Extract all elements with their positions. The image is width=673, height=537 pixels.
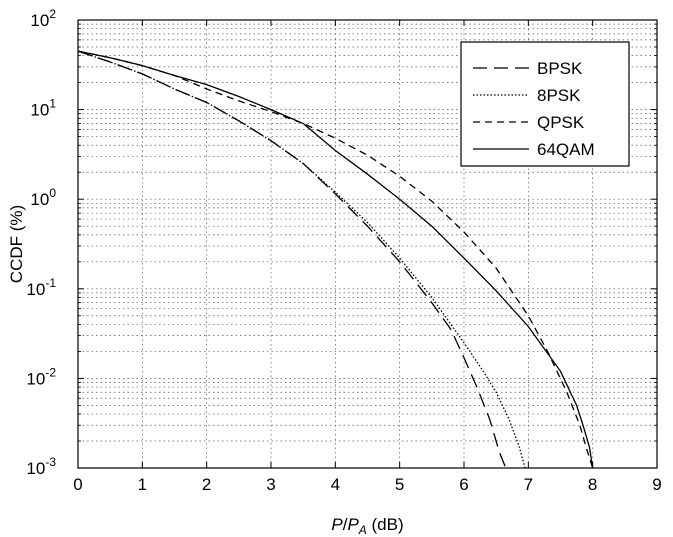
x-tick-label: 7 bbox=[524, 475, 533, 494]
y-tick-exponent: -2 bbox=[45, 365, 56, 379]
y-tick-label: 10-1 bbox=[26, 276, 56, 299]
y-tick-base: 10 bbox=[26, 369, 45, 388]
y-tick-exponent: -3 bbox=[45, 455, 56, 469]
x-tick-label: 2 bbox=[202, 475, 211, 494]
x-tick-label: 9 bbox=[652, 475, 661, 494]
y-tick-exponent: 0 bbox=[49, 186, 56, 200]
legend-label-qpsk: QPSK bbox=[537, 113, 585, 132]
legend: BPSK 8PSK QPSK 64QAM bbox=[460, 41, 630, 167]
x-label-main: P bbox=[331, 515, 343, 534]
x-tick-label: 0 bbox=[73, 475, 82, 494]
y-tick-base: 10 bbox=[30, 101, 49, 120]
x-tick-label: 1 bbox=[138, 475, 147, 494]
x-tick-label: 3 bbox=[266, 475, 275, 494]
y-tick-base: 10 bbox=[26, 280, 45, 299]
y-tick-base: 10 bbox=[26, 459, 45, 478]
y-tick-label: 10-2 bbox=[26, 365, 56, 388]
y-tick-base: 10 bbox=[30, 190, 49, 209]
y-tick-label: 100 bbox=[30, 186, 56, 209]
x-axis-label: P/PA (dB) bbox=[331, 515, 403, 537]
y-tick-exponent: 1 bbox=[49, 97, 56, 111]
series-line-bpsk bbox=[77, 50, 507, 469]
plot-frame bbox=[77, 19, 658, 469]
y-tick-exponent: 2 bbox=[49, 7, 56, 21]
y-tick-label: 10-3 bbox=[26, 455, 56, 478]
x-tick-label: 5 bbox=[395, 475, 404, 494]
x-label-unit: (dB) bbox=[367, 515, 404, 534]
series-lines bbox=[77, 50, 594, 469]
series-line-qpsk bbox=[77, 50, 594, 469]
y-axis-label: CCDF (%) bbox=[7, 205, 26, 283]
series-line-64qam bbox=[77, 50, 594, 469]
y-tick-base: 10 bbox=[30, 11, 49, 30]
legend-label-bpsk: BPSK bbox=[537, 59, 583, 78]
x-label-slash: / bbox=[343, 515, 348, 534]
x-tick-label: 8 bbox=[588, 475, 597, 494]
y-tick-label: 102 bbox=[30, 7, 56, 30]
x-label-subscript: A bbox=[358, 523, 367, 537]
x-label-sub-base: P bbox=[347, 515, 359, 534]
legend-box bbox=[460, 41, 630, 167]
legend-label-64qam: 64QAM bbox=[537, 140, 595, 159]
legend-label-8psk: 8PSK bbox=[537, 86, 581, 105]
x-tick-label: 4 bbox=[331, 475, 340, 494]
y-tick-exponent: -1 bbox=[45, 276, 56, 290]
y-tick-label: 101 bbox=[30, 97, 56, 120]
x-tick-label: 6 bbox=[459, 475, 468, 494]
